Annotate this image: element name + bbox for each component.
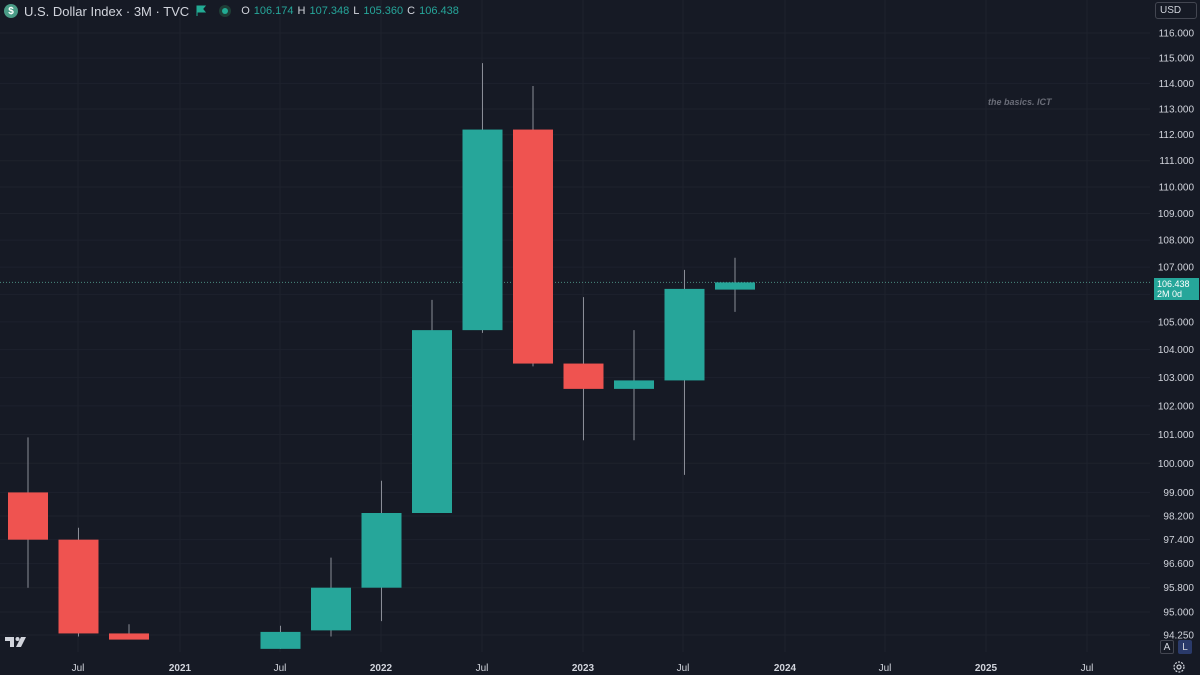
price-tick-label: 111.000 bbox=[1159, 156, 1194, 167]
candle bbox=[311, 557, 351, 637]
time-tick-label: Jul bbox=[1081, 663, 1094, 674]
candle-body bbox=[361, 513, 402, 588]
candle-body bbox=[58, 539, 99, 634]
candle-body bbox=[563, 363, 604, 389]
price-tick-label: 105.000 bbox=[1158, 317, 1195, 328]
candle bbox=[8, 437, 48, 588]
high-label: H bbox=[297, 5, 306, 17]
time-tick-label: Jul bbox=[476, 663, 489, 674]
price-tick-label: 110.000 bbox=[1159, 182, 1195, 193]
price-axis: 94.250 95.000 95.800 96.600 97.400 98.200 99.0… bbox=[1158, 29, 1195, 642]
time-tick-label: Jul bbox=[677, 663, 690, 674]
price-tick-label: 97.400 bbox=[1163, 535, 1194, 546]
vertical-gridlines bbox=[77, 0, 1088, 652]
price-tick-label: 116.000 bbox=[1159, 29, 1195, 40]
time-axis: Jul 2021 Jul 2022 Jul 2023 Jul 2024 Jul 2025 Jul bbox=[0, 656, 1200, 675]
candle-body bbox=[513, 129, 553, 364]
candle-body bbox=[614, 380, 654, 389]
open-value: 106.174 bbox=[253, 5, 294, 17]
green-flag-icon[interactable] bbox=[195, 5, 207, 17]
auto-scale-button[interactable]: A bbox=[1160, 640, 1174, 654]
time-tick-label: Jul bbox=[879, 663, 892, 674]
price-tick-label: 107.000 bbox=[1158, 263, 1195, 274]
candle bbox=[58, 527, 99, 637]
candle-body bbox=[664, 288, 705, 381]
price-tick-label: 95.000 bbox=[1163, 608, 1194, 619]
close-value: 106.438 bbox=[419, 5, 459, 17]
time-tick-label: Jul bbox=[72, 663, 85, 674]
market-status-dot-icon[interactable] bbox=[219, 5, 232, 17]
candle-body bbox=[8, 492, 48, 540]
bar-countdown: 2M 0d bbox=[1157, 289, 1183, 299]
symbol-title[interactable]: U.S. Dollar Index · 3M · TVC bbox=[24, 3, 190, 19]
price-tick-label: 100.000 bbox=[1158, 459, 1195, 470]
candle bbox=[462, 63, 503, 333]
candle-body bbox=[715, 282, 755, 290]
price-tick-label: 115.000 bbox=[1159, 54, 1195, 65]
time-tick-label: 2025 bbox=[975, 663, 998, 674]
time-axis-bg bbox=[0, 656, 1200, 675]
time-tick-label: 2021 bbox=[169, 663, 192, 674]
tradingview-logo-icon[interactable] bbox=[5, 635, 29, 649]
horizontal-gridlines bbox=[0, 32, 1150, 636]
dollar-symbol-icon[interactable]: $ bbox=[4, 4, 18, 18]
candle-body bbox=[311, 587, 351, 631]
log-scale-button[interactable]: L bbox=[1178, 640, 1192, 654]
price-tick-label: 99.000 bbox=[1163, 488, 1194, 499]
price-tick-label: 101.000 bbox=[1158, 430, 1195, 441]
candle-body bbox=[109, 633, 149, 640]
candle-body bbox=[462, 129, 503, 331]
price-tick-label: 98.200 bbox=[1163, 511, 1194, 522]
candle bbox=[412, 299, 452, 514]
time-tick-label: Jul bbox=[274, 663, 287, 674]
price-tick-label: 102.000 bbox=[1158, 401, 1195, 412]
candle bbox=[361, 480, 402, 622]
ohlc-values: O 106.174 H 107.348 L 105.360 C 106.438 bbox=[241, 5, 459, 17]
last-price-label: 106.438 2M 0d bbox=[1154, 278, 1199, 300]
price-tick-label: 95.800 bbox=[1163, 583, 1194, 594]
price-tick-label: 112.000 bbox=[1159, 130, 1195, 141]
chart-header: $ U.S. Dollar Index · 3M · TVC O 106.174 … bbox=[4, 2, 459, 20]
candle bbox=[109, 624, 149, 640]
candle bbox=[563, 297, 604, 441]
candles bbox=[8, 63, 755, 649]
open-label: O bbox=[241, 5, 250, 17]
last-price-value: 106.438 bbox=[1157, 279, 1190, 289]
gear-icon[interactable] bbox=[1172, 660, 1186, 674]
currency-dropdown[interactable]: USD bbox=[1155, 2, 1197, 19]
candle bbox=[614, 330, 654, 441]
candle-body bbox=[412, 330, 452, 514]
low-value: 105.360 bbox=[363, 5, 404, 17]
price-tick-label: 113.000 bbox=[1159, 104, 1195, 115]
candle bbox=[664, 269, 705, 475]
price-tick-label: 103.000 bbox=[1158, 373, 1195, 384]
price-tick-label: 109.000 bbox=[1158, 209, 1195, 220]
candle-body bbox=[260, 631, 301, 649]
time-tick-label: 2022 bbox=[370, 663, 393, 674]
candle bbox=[260, 625, 301, 649]
candle bbox=[513, 85, 553, 367]
close-label: C bbox=[407, 5, 416, 17]
time-tick-label: 2023 bbox=[572, 663, 595, 674]
time-tick-label: 2024 bbox=[774, 663, 797, 674]
chart-watermark: the basics. ICT bbox=[988, 97, 1052, 107]
candle bbox=[715, 257, 755, 312]
price-tick-label: 114.000 bbox=[1159, 79, 1195, 90]
price-tick-label: 96.600 bbox=[1163, 559, 1194, 570]
high-value: 107.348 bbox=[309, 5, 350, 17]
low-label: L bbox=[353, 5, 360, 17]
price-tick-label: 108.000 bbox=[1158, 236, 1195, 247]
price-tick-label: 94.250 bbox=[1163, 630, 1194, 641]
price-tick-label: 104.000 bbox=[1158, 345, 1195, 356]
